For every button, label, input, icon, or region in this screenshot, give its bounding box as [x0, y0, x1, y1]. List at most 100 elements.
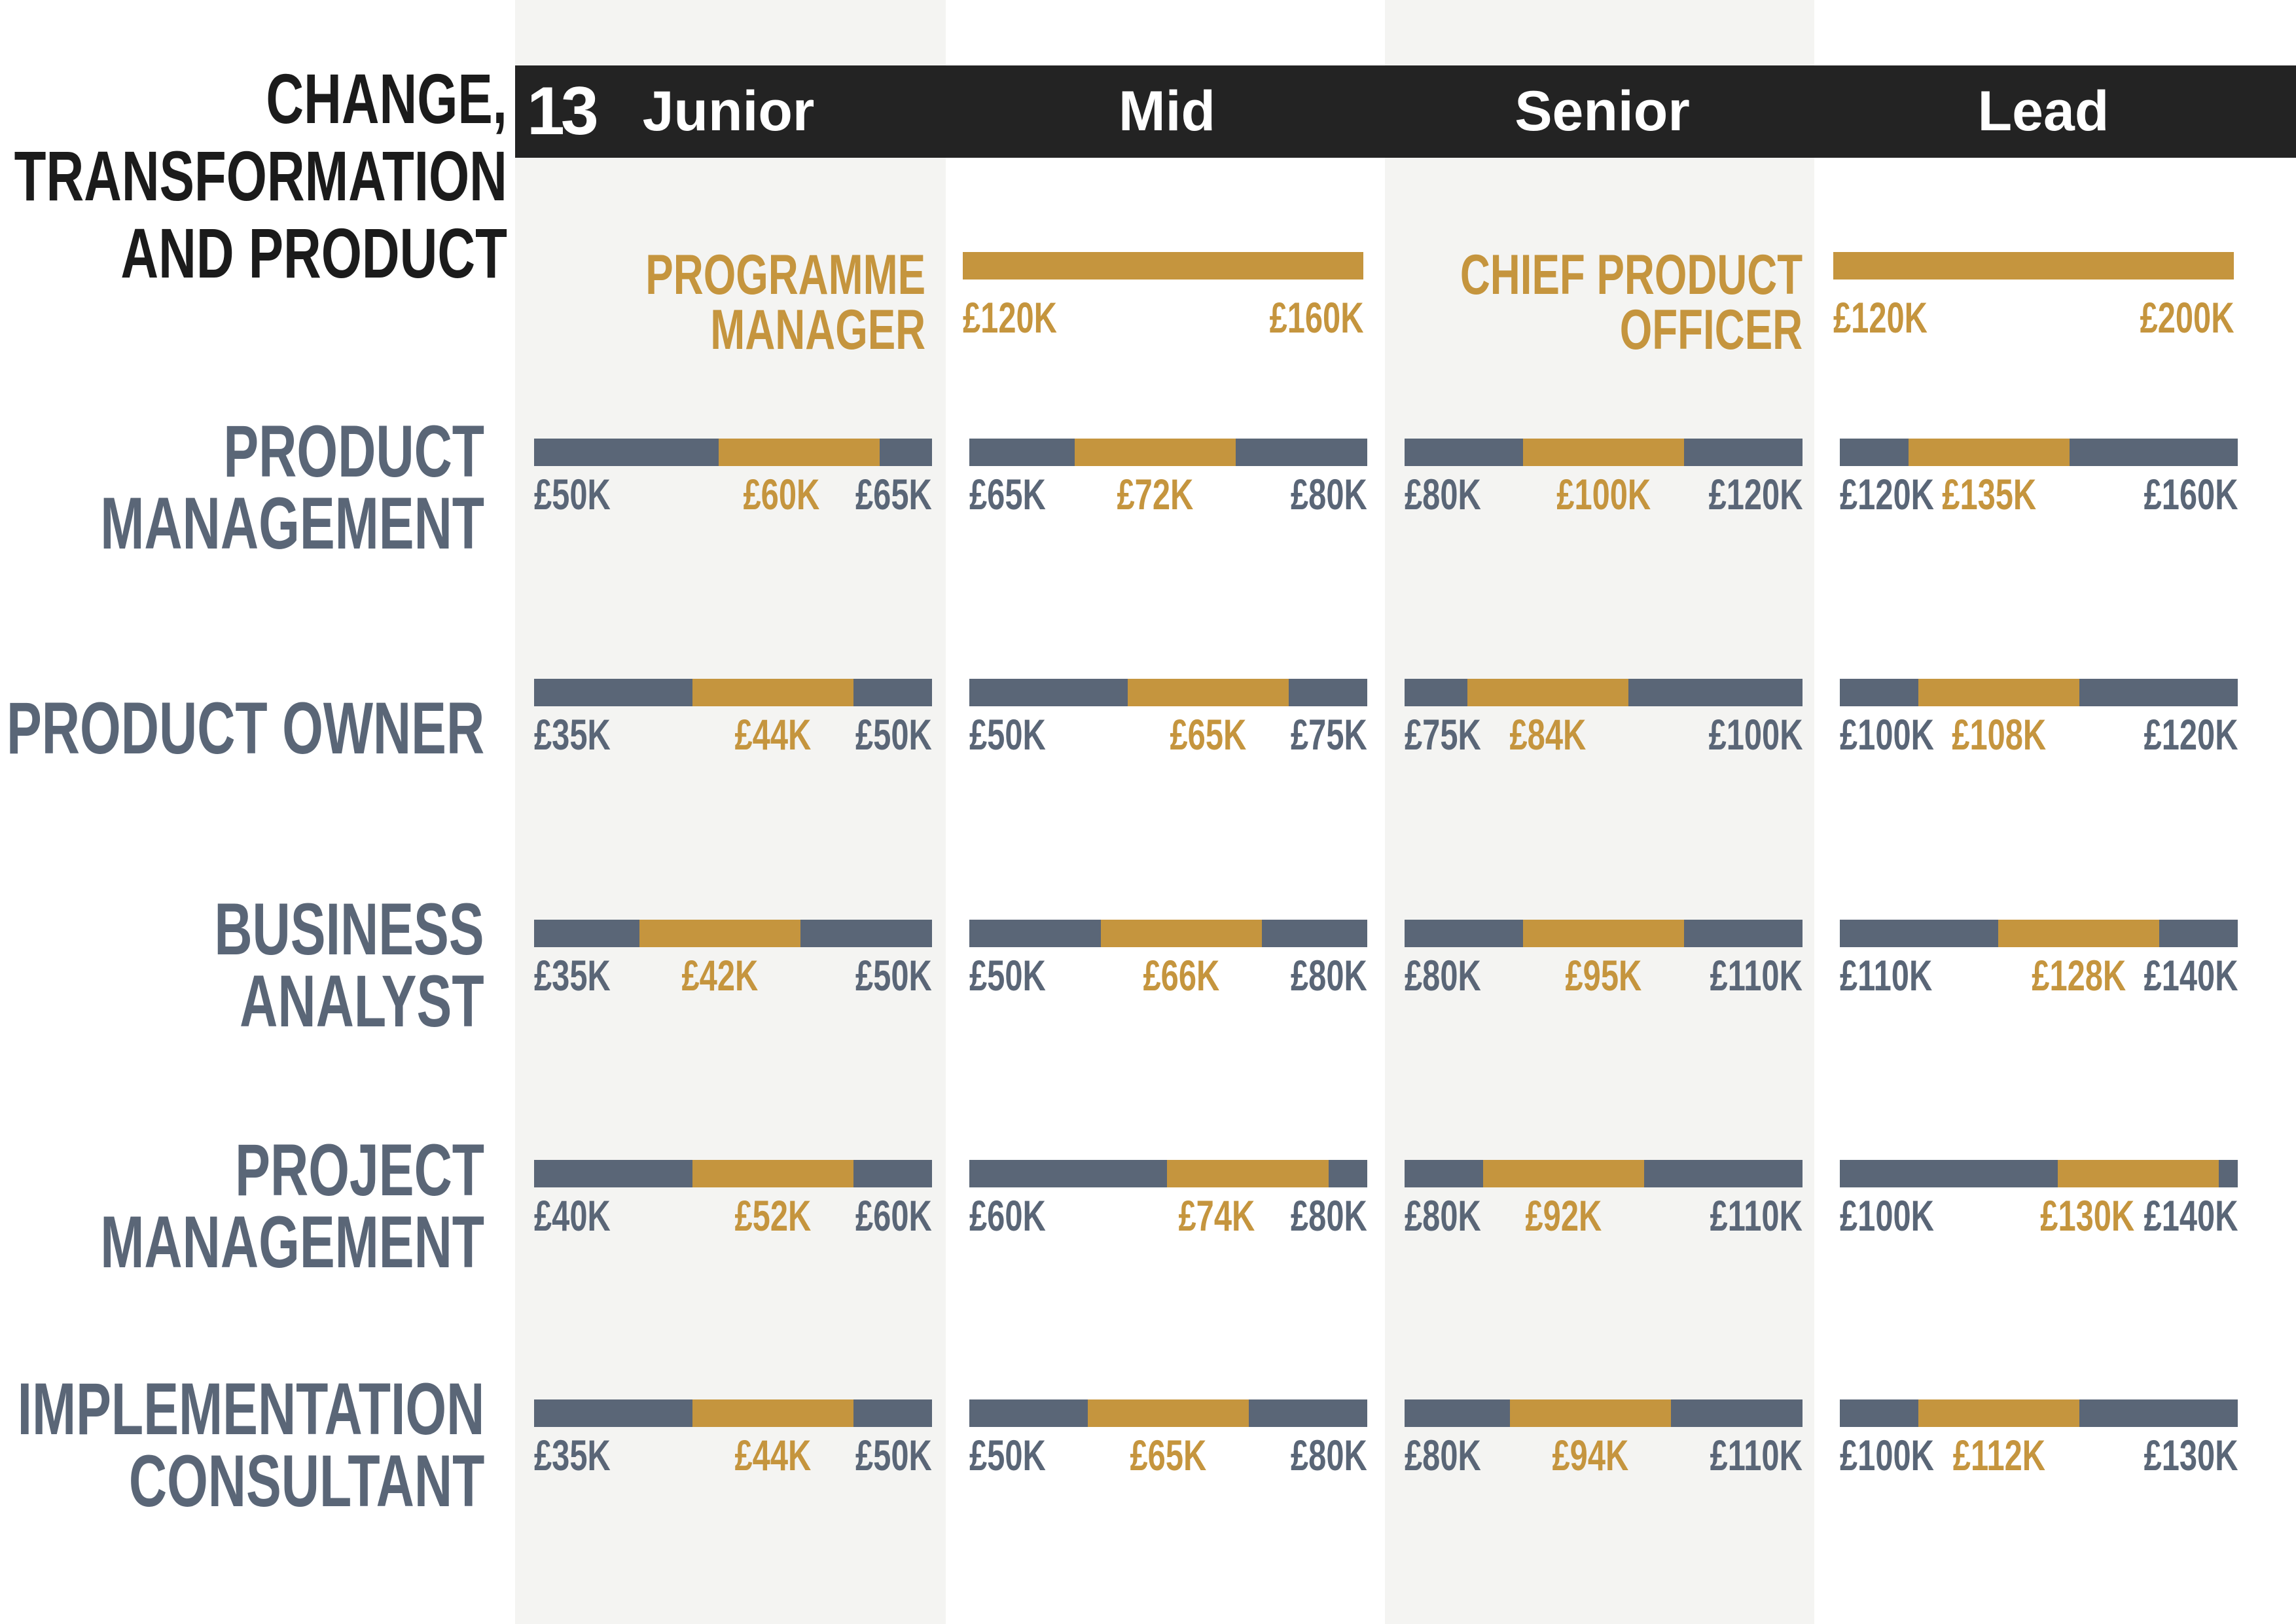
- row-label-line: CONSULTANT: [128, 1440, 484, 1522]
- typical-salary-label: £84K: [1450, 712, 1646, 757]
- typical-salary-label-text: £52K: [734, 1191, 812, 1240]
- min-salary-label: £35K: [534, 712, 637, 757]
- max-salary-label: £110K: [1677, 1432, 1803, 1478]
- min-salary-label: £80K: [1405, 1193, 1508, 1238]
- range-segment-typical: [1522, 439, 1685, 466]
- salary-range-bar: [969, 1160, 1367, 1187]
- typical-salary-label: £42K: [622, 952, 818, 998]
- range-segment-high: [2159, 920, 2238, 947]
- row-label-line: BUSINESS: [214, 888, 484, 970]
- typical-salary-label-text: £74K: [1178, 1191, 1255, 1240]
- max-salary-label: £80K: [1264, 952, 1367, 998]
- range-segment-low: [969, 439, 1075, 466]
- range-segment-typical: [1918, 1399, 2080, 1427]
- salary-range-bar: [969, 679, 1367, 706]
- min-salary-label-text: £120K: [1840, 470, 1934, 518]
- row-label-line: MANAGEMENT: [100, 482, 484, 564]
- min-salary-label-text: £100K: [1840, 1431, 1934, 1479]
- typical-salary-label-text: £72K: [1117, 470, 1194, 518]
- min-salary-label-text: £65K: [969, 470, 1046, 518]
- max-salary-label-text: £80K: [1291, 1191, 1367, 1240]
- typical-salary-label: £74K: [1119, 1193, 1315, 1238]
- salary-range-bar: [1405, 1160, 1803, 1187]
- range-segment-high: [1249, 1399, 1367, 1427]
- range-segment-typical: [1998, 920, 2159, 947]
- salary-range-bar: [534, 1160, 932, 1187]
- max-salary-label-text: £160K: [2144, 470, 2238, 518]
- min-salary-label-text: £35K: [534, 951, 611, 1000]
- min-salary-label-text: £110K: [1840, 951, 1933, 1000]
- range-segment-typical: [2057, 1160, 2219, 1187]
- exec-max-salary-label: £160K: [1236, 295, 1363, 340]
- typical-salary-label: £92K: [1465, 1193, 1662, 1238]
- typical-salary-label-text: £66K: [1143, 951, 1220, 1000]
- range-segment-typical: [1483, 1160, 1645, 1187]
- page-title-line: AND PRODUCT: [120, 213, 507, 293]
- typical-salary-label: £65K: [1070, 1432, 1266, 1478]
- row-label-line: PRODUCT OWNER: [6, 687, 484, 769]
- max-salary-label-text: £140K: [2144, 1191, 2238, 1240]
- range-segment-high: [1328, 1160, 1367, 1187]
- range-segment-low: [969, 1399, 1088, 1427]
- range-segment-typical: [1522, 920, 1685, 947]
- max-salary-label: £50K: [829, 952, 932, 998]
- max-salary-label-text: £130K: [2144, 1431, 2238, 1479]
- page-title-line: TRANSFORMATION: [14, 136, 507, 215]
- range-segment-typical: [692, 679, 853, 706]
- row-label-line: PRODUCT: [223, 410, 484, 492]
- max-salary-label-text: £50K: [855, 951, 932, 1000]
- exec-role-title-line: PROGRAMME: [645, 244, 925, 306]
- range-segment-typical: [1074, 439, 1236, 466]
- range-segment-low: [969, 679, 1128, 706]
- exec-min-salary-label: £120K: [1833, 295, 1961, 340]
- page-title: CHANGE, TRANSFORMATION AND PRODUCT: [0, 60, 507, 292]
- typical-salary-label: £52K: [675, 1193, 871, 1238]
- range-segment-high: [1670, 1399, 1803, 1427]
- salary-range-bar: [1405, 920, 1803, 947]
- typical-salary-label-text: £44K: [734, 1431, 812, 1479]
- row-label-line: IMPLEMENTATION: [17, 1368, 484, 1450]
- max-salary-label: £75K: [1264, 712, 1367, 757]
- range-segment-typical: [719, 439, 880, 466]
- row-label: PROJECT MANAGEMENT: [0, 1134, 484, 1279]
- range-segment-high: [2079, 679, 2238, 706]
- range-segment-low: [1840, 1399, 1919, 1427]
- range-segment-low: [534, 1160, 692, 1187]
- range-segment-low: [969, 920, 1102, 947]
- range-segment-high: [1288, 679, 1367, 706]
- max-salary-label: £140K: [2111, 1193, 2238, 1238]
- max-salary-label: £120K: [1676, 471, 1803, 517]
- max-salary-label: £110K: [1677, 952, 1803, 998]
- max-salary-label-text: £65K: [855, 470, 932, 518]
- max-salary-label: £110K: [1677, 1193, 1803, 1238]
- range-segment-typical: [1087, 1399, 1249, 1427]
- range-segment-low: [969, 1160, 1168, 1187]
- typical-salary-label-text: £108K: [1952, 710, 2047, 759]
- range-segment-low: [1405, 920, 1523, 947]
- max-salary-label-text: £75K: [1291, 710, 1367, 759]
- salary-range-bar: [1840, 920, 2238, 947]
- max-salary-label-text: £110K: [1710, 1191, 1803, 1240]
- max-salary-label-text: £110K: [1710, 1431, 1803, 1479]
- max-salary-label: £80K: [1264, 1193, 1367, 1238]
- typical-salary-label: £72K: [1057, 471, 1253, 517]
- salary-range-bar: [1840, 439, 2238, 466]
- range-segment-high: [1684, 439, 1803, 466]
- min-salary-label: £40K: [534, 1193, 637, 1238]
- range-segment-high: [853, 1160, 932, 1187]
- range-segment-high: [800, 920, 932, 947]
- typical-salary-label: £65K: [1110, 712, 1306, 757]
- range-segment-typical: [1167, 1160, 1329, 1187]
- typical-salary-label-text: £42K: [681, 951, 759, 1000]
- min-salary-label: £110K: [1840, 952, 1965, 998]
- exec-salary-bar: [1833, 252, 2234, 280]
- range-segment-high: [1235, 439, 1367, 466]
- exec-role-title-line: OFFICER: [1619, 298, 1803, 361]
- min-salary-label-text: £60K: [969, 1191, 1046, 1240]
- max-salary-label-text: £100K: [1708, 710, 1803, 759]
- column-shade: [515, 0, 946, 1624]
- min-salary-label-text: £100K: [1840, 710, 1934, 759]
- min-salary-label-text: £50K: [969, 710, 1046, 759]
- typical-salary-label: £44K: [675, 1432, 871, 1478]
- salary-range-bar: [534, 1399, 932, 1427]
